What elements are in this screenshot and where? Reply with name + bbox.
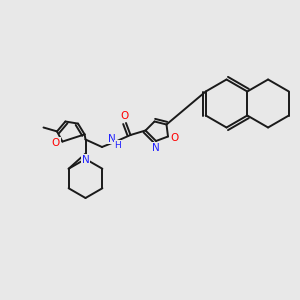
Text: N: N: [108, 134, 116, 144]
Text: N: N: [82, 155, 89, 165]
Text: O: O: [170, 133, 179, 143]
Text: N: N: [152, 142, 160, 153]
Text: O: O: [120, 111, 129, 122]
Text: O: O: [52, 138, 60, 148]
Text: H: H: [114, 141, 121, 150]
